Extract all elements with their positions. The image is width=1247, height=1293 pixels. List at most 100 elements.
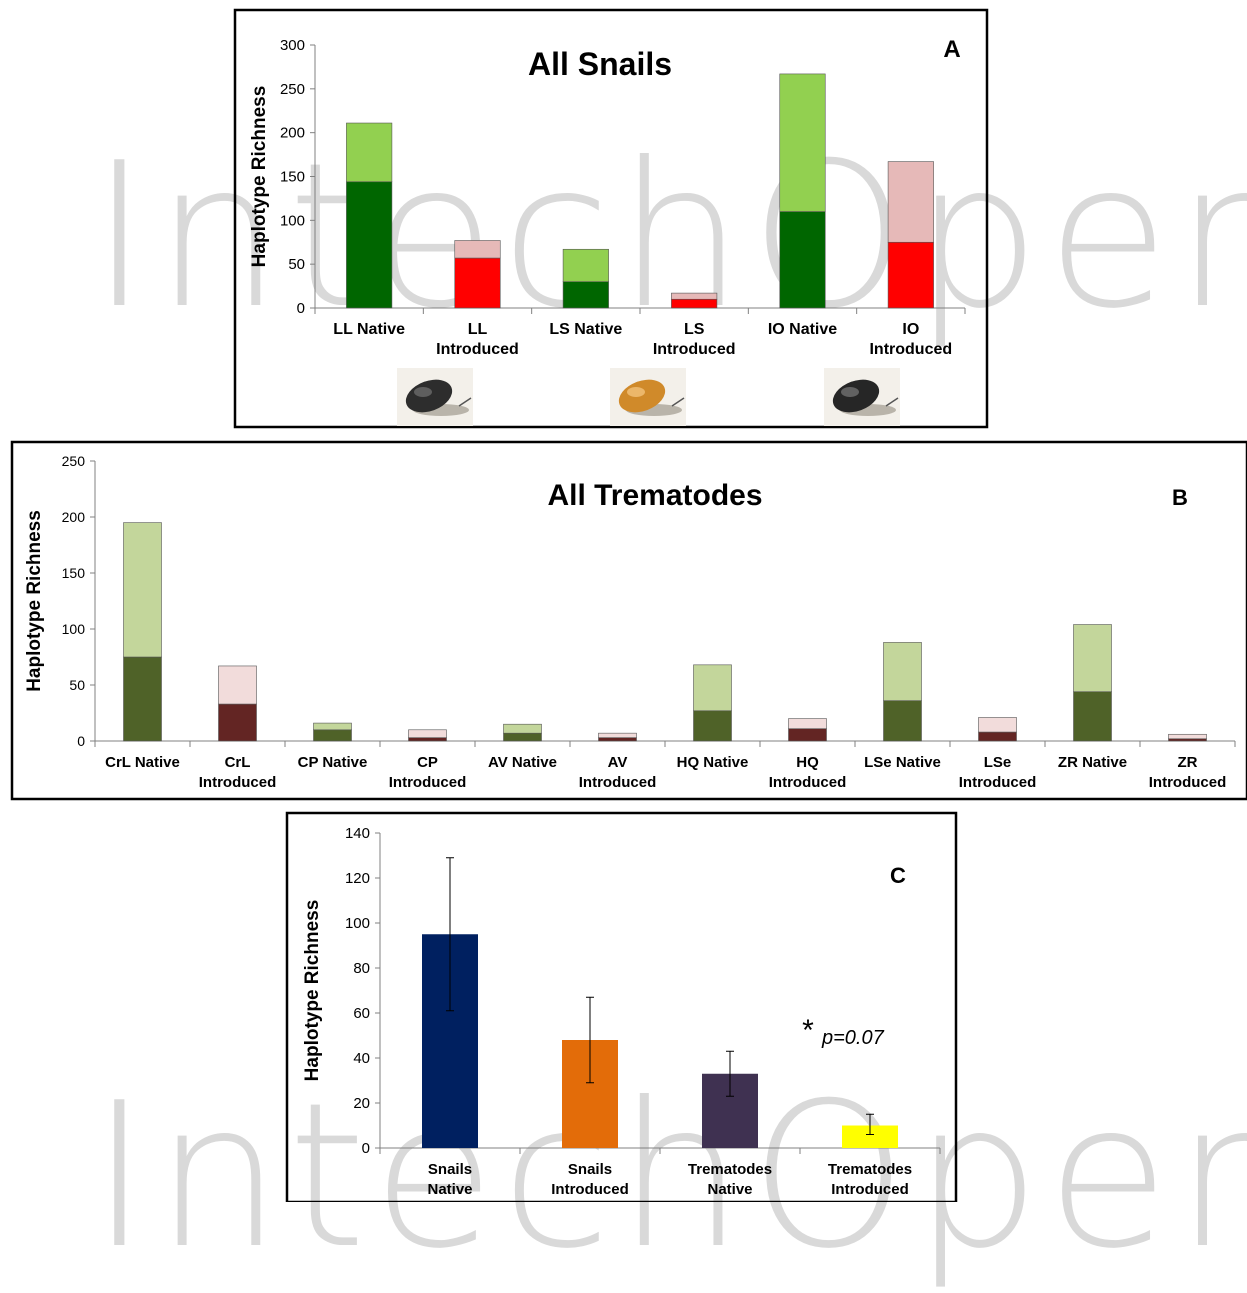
- y-tick-label: 50: [288, 256, 305, 273]
- panel-frame: [285, 811, 958, 1202]
- bar-segment: [503, 723, 542, 734]
- category-label: CP: [417, 754, 438, 771]
- y-tick-label: 50: [69, 677, 85, 693]
- bar-segment: [779, 211, 826, 309]
- bar-segment: [693, 664, 732, 712]
- y-tick-label: 40: [353, 1050, 370, 1067]
- y-tick-label: 200: [280, 125, 305, 142]
- bar-segment: [454, 240, 501, 259]
- bar-segment: [887, 161, 934, 243]
- y-tick-label: 20: [353, 1095, 370, 1112]
- category-label: Introduced: [579, 774, 657, 791]
- snail-shell: [618, 379, 666, 413]
- category-label: LSe: [984, 754, 1012, 771]
- bar: [842, 1125, 898, 1148]
- y-tick-label: 0: [297, 300, 305, 317]
- bar-segment: [693, 710, 732, 742]
- bar-segment: [1073, 624, 1112, 693]
- bar-segment: [671, 298, 718, 309]
- category-label: Introduced: [769, 774, 847, 791]
- category-label: CrL: [225, 754, 251, 771]
- category-label: LL Native: [333, 321, 405, 338]
- snail-shell: [405, 379, 453, 413]
- snail-shell: [832, 379, 880, 413]
- bar-segment: [788, 728, 827, 742]
- y-tick-label: 100: [280, 212, 305, 229]
- snail-shell-highlight: [841, 387, 859, 397]
- snail-shell-highlight: [627, 387, 645, 397]
- bar-segment: [123, 522, 162, 658]
- y-tick-label: 140: [345, 825, 370, 842]
- snail-shell-highlight: [414, 387, 432, 397]
- category-label: Snails: [428, 1161, 472, 1178]
- panel-c: 0 20 40 60 80 100 120 140 Haplotype Richness Snai…: [285, 811, 958, 1202]
- category-label: Introduced: [831, 1181, 909, 1198]
- y-tick-label: 0: [362, 1140, 370, 1157]
- category-label: LL: [468, 321, 488, 338]
- bar-segment: [1073, 691, 1112, 742]
- panel-frame: [10, 440, 1247, 801]
- category-label: Native: [707, 1181, 752, 1198]
- bar-segment: [788, 718, 827, 729]
- bar-segment: [883, 700, 922, 742]
- bar-segment: [346, 181, 393, 309]
- panel-frame: [233, 8, 989, 429]
- bar-segment: [408, 729, 447, 738]
- chart-title: All Trematodes: [547, 479, 762, 512]
- panel-b: 0 50 100 150 200 250 Haplotype Richness CrL Nat…: [10, 440, 1247, 801]
- y-tick-label: 100: [345, 915, 370, 932]
- category-label: Introduced: [551, 1181, 629, 1198]
- snail-tentacle: [671, 397, 685, 407]
- snail-tentacle: [458, 397, 472, 407]
- category-label: AV Native: [488, 754, 557, 771]
- bar-segment: [218, 703, 257, 742]
- bar-segment: [123, 656, 162, 742]
- panel-letter: B: [1172, 485, 1188, 510]
- y-axis-label: Haplotype Richness: [249, 86, 270, 268]
- category-label: Introduced: [389, 774, 467, 791]
- category-label: IO: [902, 321, 919, 338]
- category-label: Trematodes: [688, 1161, 772, 1178]
- category-label: Introduced: [436, 341, 519, 358]
- category-label: LS: [684, 321, 705, 338]
- y-tick-label: 100: [62, 621, 86, 637]
- bar-segment: [346, 122, 393, 183]
- category-label: LSe Native: [864, 754, 941, 771]
- category-label: ZR: [1178, 754, 1198, 771]
- panel-letter: A: [943, 36, 960, 63]
- bar-segment: [883, 642, 922, 701]
- bar-segment: [779, 73, 826, 212]
- y-tick-label: 80: [353, 960, 370, 977]
- category-label: Trematodes: [828, 1161, 912, 1178]
- category-label: Introduced: [959, 774, 1037, 791]
- snail-tentacle: [885, 397, 899, 407]
- bar-segment: [671, 292, 718, 300]
- category-label: Introduced: [653, 341, 736, 358]
- p-value-label: p=0.07: [821, 1027, 885, 1049]
- bar-segment: [1168, 738, 1207, 742]
- panel-a: 0 50 100 150 200 250 300 Haplotype Richness LL N…: [233, 8, 989, 429]
- category-label: Introduced: [869, 341, 952, 358]
- y-axis-label: Haplotype Richness: [302, 900, 323, 1082]
- category-label: Introduced: [1149, 774, 1227, 791]
- bar-segment: [1168, 733, 1207, 740]
- y-tick-label: 250: [62, 453, 86, 469]
- y-tick-label: 150: [280, 169, 305, 186]
- y-tick-label: 0: [77, 733, 85, 749]
- category-label: Snails: [568, 1161, 612, 1178]
- category-label: IO Native: [768, 321, 837, 338]
- bar-segment: [503, 732, 542, 742]
- chart-title: All Snails: [528, 46, 672, 82]
- category-label: CrL Native: [105, 754, 180, 771]
- category-label: Introduced: [199, 774, 277, 791]
- category-label: HQ Native: [677, 754, 749, 771]
- category-label: AV: [608, 754, 628, 771]
- category-label: HQ: [796, 754, 819, 771]
- y-tick-label: 60: [353, 1005, 370, 1022]
- category-label: Native: [427, 1181, 472, 1198]
- bar-segment: [598, 732, 637, 738]
- y-axis-label: Haplotype Richness: [24, 510, 45, 692]
- bar-segment: [598, 737, 637, 742]
- bar-segment: [562, 248, 609, 283]
